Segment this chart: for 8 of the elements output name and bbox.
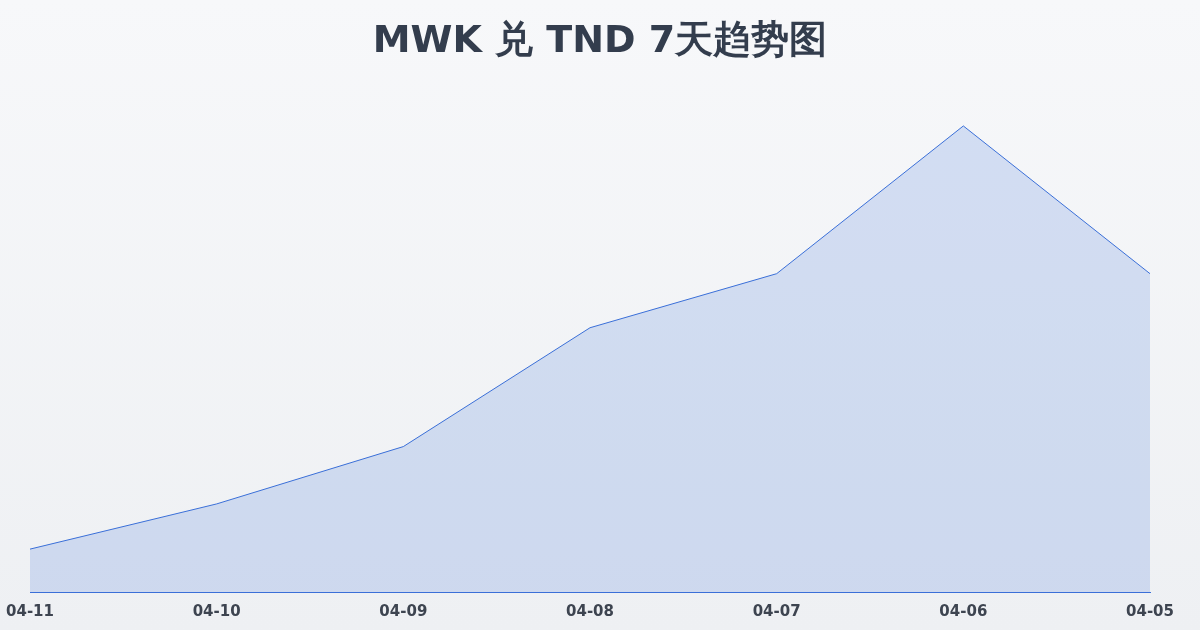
x-tick-label: 04-09 <box>379 601 428 620</box>
x-tick-label: 04-10 <box>192 601 241 620</box>
x-tick-label: 04-05 <box>1126 601 1174 620</box>
x-tick-label: 04-08 <box>566 601 614 620</box>
x-tick-label: 04-07 <box>752 601 801 620</box>
x-tick-label: 04-06 <box>939 601 988 620</box>
chart-title: MWK 兑 TND 7天趋势图 <box>371 16 829 63</box>
x-tick-label: 04-11 <box>6 601 54 620</box>
